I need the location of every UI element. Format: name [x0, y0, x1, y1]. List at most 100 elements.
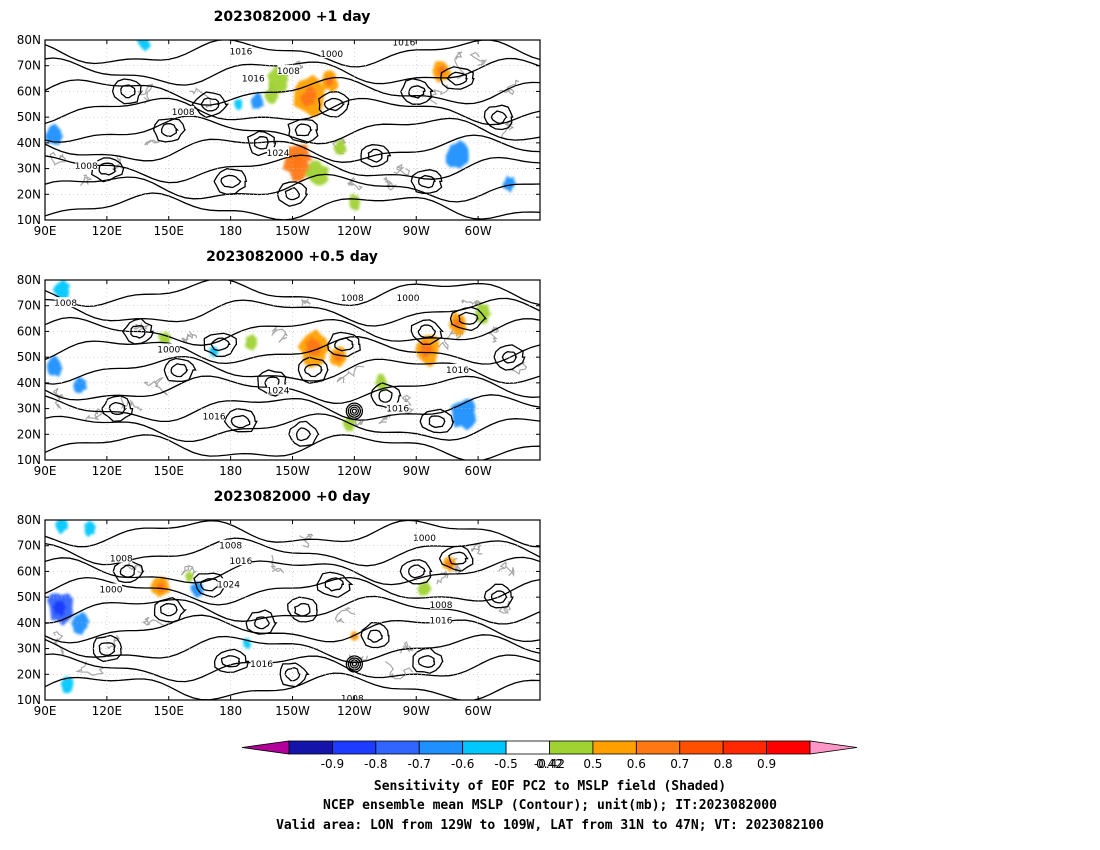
mslp-closed-contour — [111, 78, 143, 105]
mslp-contour-line — [45, 614, 540, 644]
storm-contour-ring — [351, 408, 358, 414]
contour-label: 1008 — [172, 108, 195, 118]
mslp-closed-contour — [284, 667, 301, 682]
mslp-contour-line — [45, 173, 540, 203]
coastline-segment — [49, 151, 67, 166]
panel-title: 2023082000 +0.5 day — [206, 249, 378, 265]
colorbar-tick-label: 0.7 — [670, 757, 689, 771]
mslp-closed-contour — [130, 325, 147, 339]
y-tick-label: 70N — [17, 299, 41, 313]
mslp-closed-contour — [446, 71, 468, 86]
panel-plus-0-day: 2023082000 +0 day 1008 1016 1000 1008 1000 102… — [17, 489, 541, 718]
contour-label-bg — [229, 555, 252, 566]
colorbar-swatch — [375, 740, 420, 755]
mslp-closed-contour — [276, 181, 309, 207]
map-area: 1008 1016 1000 1008 1000 1024 1008 1016 1016 1008 — [45, 520, 540, 705]
contour-label: 1016 — [430, 616, 453, 626]
gridlines — [45, 280, 540, 460]
mslp-closed-contour — [254, 616, 271, 630]
y-tick-label: 50N — [17, 350, 41, 364]
coastline-segment — [500, 120, 514, 140]
contour-label: 1000 — [100, 585, 123, 595]
axes: 90E 120E 150E 180 150W 120W 90W 60W 10N 20N 30N 40N… — [17, 273, 540, 478]
colorbar-swatch — [462, 740, 507, 755]
mslp-closed-contour — [410, 319, 444, 346]
axes: 90E 120E 150E 180 150W 120W 90W 60W 10N 20N 30N 40N… — [17, 33, 540, 238]
mslp-closed-contour — [191, 91, 229, 119]
contour-label-bg — [172, 106, 195, 116]
mslp-closed-contour — [213, 648, 250, 674]
coastline-segment — [300, 298, 311, 306]
mslp-closed-contour — [408, 85, 426, 99]
panel-title: 2023082000 +1 day — [214, 9, 371, 25]
colorbar-tick-label: -0.6 — [451, 757, 474, 771]
colorbar-tick-label: -0.42 — [534, 757, 565, 771]
y-tick-label: 40N — [17, 136, 41, 150]
colorbar-tick-label: -0.8 — [364, 757, 387, 771]
map-area: 1016 1016 1008 1000 1016 1008 1024 1008 — [45, 40, 540, 220]
sensitivity-blob — [234, 99, 243, 111]
axes: 90E 120E 150E 180 150W 120W 90W 60W 10N 20N 30N 40N… — [17, 513, 540, 718]
mslp-closed-contour — [294, 123, 313, 137]
sensitivity-blob — [250, 92, 265, 109]
y-tick-label: 70N — [17, 59, 41, 73]
contour-label: 1008 — [430, 601, 453, 611]
storm-contour-ring — [347, 657, 362, 671]
coastline-segment — [270, 554, 285, 574]
coastline-segment — [498, 600, 511, 614]
mslp-closed-contour — [92, 634, 123, 663]
panel-plus-1-day: 2023082000 +1 day 1016 1016 1008 1000 1016 100… — [17, 9, 541, 238]
y-tick-label: 50N — [17, 110, 41, 124]
mslp-contour-line — [45, 595, 540, 625]
mslp-closed-contour — [483, 583, 515, 609]
coastline-segment — [334, 606, 356, 624]
mslp-closed-contour — [417, 655, 436, 668]
coastline-segment — [393, 163, 411, 176]
mslp-closed-contour — [153, 117, 187, 143]
sensitivity-blob — [84, 520, 97, 537]
x-tick-label: 120W — [337, 704, 372, 718]
contour-label: 1016 — [386, 405, 409, 415]
x-tick-label: 150E — [154, 704, 185, 718]
contour-label-bg — [100, 583, 122, 594]
sensitivity-blob — [73, 376, 87, 394]
mslp-closed-contour — [378, 389, 393, 403]
colorbar-swatch — [722, 740, 767, 755]
contour-label-bg — [250, 658, 273, 668]
contour-label-bg — [267, 384, 290, 395]
x-tick-label: 60W — [465, 464, 492, 478]
coastline-segment — [141, 616, 170, 627]
y-tick-label: 10N — [17, 213, 41, 227]
map-area: 1008 1000 1008 1000 1016 1024 1016 1016 — [45, 280, 540, 460]
mslp-closed-contour — [119, 564, 136, 578]
mslp-closed-contour — [334, 337, 354, 352]
mslp-closed-contour — [316, 571, 354, 599]
y-tick-label: 80N — [17, 33, 41, 47]
contour-label: 1008 — [341, 695, 364, 705]
sensitivity-blob — [45, 123, 64, 145]
mslp-closed-contour — [200, 97, 220, 112]
mslp-closed-contour — [203, 332, 238, 358]
coastline-segment — [143, 376, 168, 396]
colorbar-tick-label: -0.5 — [494, 757, 517, 771]
mslp-closed-contour — [367, 629, 383, 643]
mslp-closed-contour — [419, 408, 455, 434]
mslp-closed-contour — [120, 84, 136, 99]
mslp-closed-contour — [324, 577, 345, 592]
contour-label: 1016 — [229, 48, 252, 58]
y-tick-label: 40N — [17, 376, 41, 390]
contour-label-bg — [75, 160, 98, 170]
coastline-segment — [347, 176, 363, 191]
contour-label-bg — [430, 614, 452, 625]
mslp-closed-contour — [458, 311, 479, 325]
mslp-closed-contour — [410, 169, 443, 194]
y-tick-label: 30N — [17, 642, 41, 656]
mslp-closed-contour — [170, 363, 189, 378]
sensitivity-blob — [445, 140, 469, 169]
x-tick-label: 150W — [275, 224, 310, 238]
coastline-segment — [336, 365, 365, 384]
mslp-closed-contour — [293, 602, 311, 617]
y-tick-label: 80N — [17, 273, 41, 287]
sensitivity-blob — [47, 355, 63, 377]
